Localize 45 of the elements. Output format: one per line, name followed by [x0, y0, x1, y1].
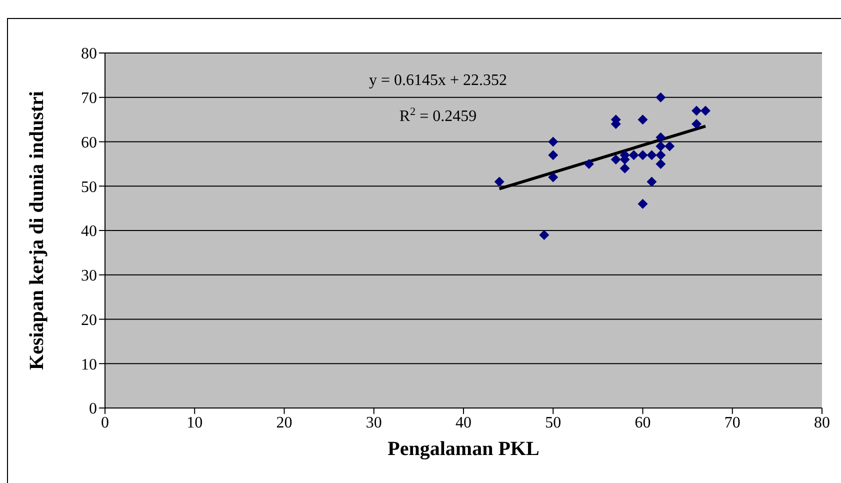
point — [548, 172, 558, 182]
point — [692, 106, 702, 116]
point — [584, 158, 594, 169]
y-tick-label: 70 — [81, 90, 97, 108]
y-tick-label: 10 — [81, 356, 97, 374]
x-tick-label: 60 — [634, 414, 651, 432]
point — [548, 136, 558, 147]
y-tick-label: 50 — [81, 178, 97, 196]
x-tick-label: 20 — [276, 414, 292, 432]
point — [494, 176, 504, 187]
x-tick-label: 50 — [545, 414, 562, 432]
point — [628, 150, 639, 160]
point — [656, 92, 666, 102]
point — [656, 158, 666, 169]
x-tick-label: 10 — [186, 414, 203, 432]
annotation: R$^{2}$ = 0.2459 — [399, 106, 477, 125]
y-tick-label: 40 — [81, 223, 97, 240]
y-tick-label: 30 — [81, 268, 97, 285]
point — [656, 141, 666, 152]
point — [638, 114, 648, 125]
y-axis-title: Kesiapan kerja di dunia industri — [26, 90, 48, 370]
x-tick-label: 0 — [101, 414, 109, 432]
point — [700, 106, 710, 116]
point — [656, 150, 666, 160]
y-tick-label: 80 — [81, 46, 97, 63]
x-tick-label: 80 — [814, 414, 830, 432]
y-tick-label: 20 — [81, 312, 97, 329]
annotation: y = 0.6145x + 22.352 — [368, 72, 508, 89]
point — [539, 230, 550, 240]
point — [610, 154, 621, 164]
point — [638, 150, 648, 160]
point — [638, 198, 648, 209]
x-tick-label: 30 — [366, 414, 382, 432]
y-tick-label: 0 — [89, 400, 97, 418]
x-tick-label: 40 — [456, 414, 472, 432]
point — [664, 141, 675, 152]
y-tick-label: 60 — [81, 134, 97, 152]
point — [548, 150, 558, 160]
x-axis-title: Pengalaman PKL — [388, 438, 540, 460]
point — [692, 119, 702, 129]
x-tick-label: 70 — [724, 414, 740, 432]
point — [620, 163, 630, 174]
point — [656, 132, 666, 142]
point — [646, 150, 657, 160]
point — [646, 176, 657, 187]
